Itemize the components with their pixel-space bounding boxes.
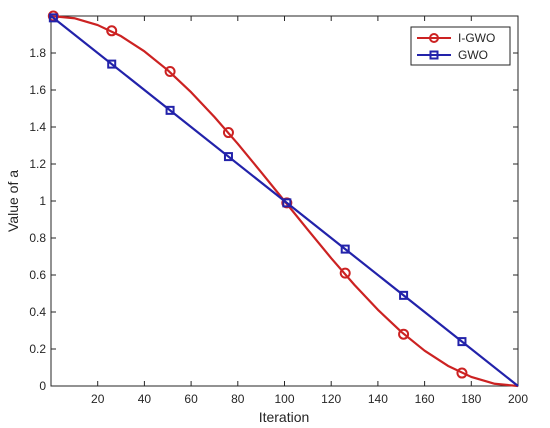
x-tick-label: 80 [231,392,245,406]
x-tick-label: 180 [461,392,481,406]
x-tick-label: 60 [184,392,198,406]
y-tick-label: 0.2 [29,342,46,356]
series-marker-gwo [48,13,58,23]
x-tick-label: 40 [138,392,152,406]
legend-box [410,26,511,66]
y-tick-label: 1.8 [29,46,46,60]
legend-marker-gwo [429,50,439,60]
y-tick-label: 0.8 [29,231,46,245]
series-line-gwo [50,15,519,387]
y-tick-label: 0 [39,379,46,393]
series-marker-gwo [107,59,117,69]
x-axis-ticks: 20 40 60 80 100 120 140 160 180 200 [91,16,528,406]
x-tick-label: 20 [91,392,105,406]
legend-label-i-gwo: I-GWO [458,31,495,45]
y-tick-label: 0.6 [29,268,46,282]
series-marker-i-gwo [456,367,468,379]
x-axis-label: Iteration [259,409,310,425]
y-tick-label: 0.4 [29,305,46,319]
series-marker-i-gwo [398,328,410,340]
series-marker-i-gwo [339,267,351,279]
x-tick-label: 160 [415,392,435,406]
series-marker-i-gwo [106,25,118,37]
y-tick-label: 1.2 [29,157,46,171]
series-marker-gwo [223,152,233,162]
y-axis-label: Value of a [5,170,21,232]
legend-label-gwo: GWO [458,48,488,62]
series-marker-gwo [282,198,292,208]
y-axis-ticks: 0 0.2 0.4 0.6 0.8 1 1.2 1.4 1.6 1.8 [29,46,518,393]
legend: I-GWO GWO [410,26,511,66]
y-tick-label: 1.4 [29,120,46,134]
series-marker-i-gwo [164,66,176,77]
series-marker-gwo [340,244,350,254]
y-tick-label: 1.6 [29,83,46,97]
x-tick-label: 120 [321,392,341,406]
series-layer [47,10,519,388]
x-tick-label: 140 [368,392,388,406]
y-tick-label: 1 [39,194,46,208]
series-marker-gwo [457,337,467,347]
x-tick-label: 100 [274,392,294,406]
series-marker-gwo [399,290,409,300]
x-tick-label: 200 [508,392,528,406]
legend-marker-i-gwo [429,33,439,43]
series-marker-i-gwo [222,127,234,139]
series-marker-gwo [165,105,175,115]
